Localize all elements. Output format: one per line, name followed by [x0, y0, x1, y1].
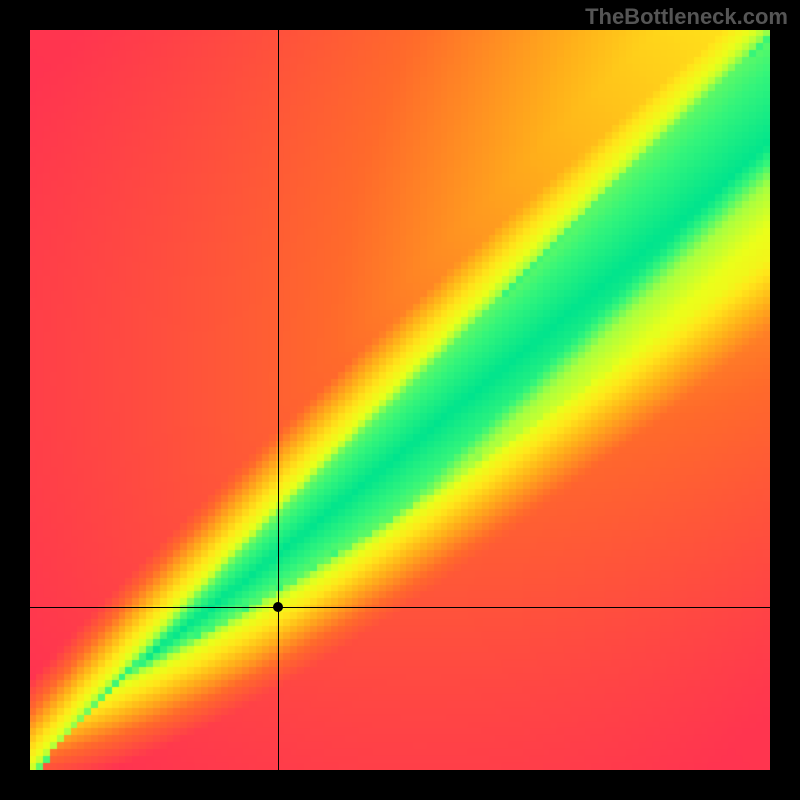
plot-area [30, 30, 770, 770]
chart-container: TheBottleneck.com [0, 0, 800, 800]
heatmap-canvas [30, 30, 770, 770]
crosshair-horizontal [30, 607, 770, 608]
watermark-text: TheBottleneck.com [585, 4, 788, 30]
crosshair-vertical [278, 30, 279, 770]
selection-marker [273, 602, 283, 612]
